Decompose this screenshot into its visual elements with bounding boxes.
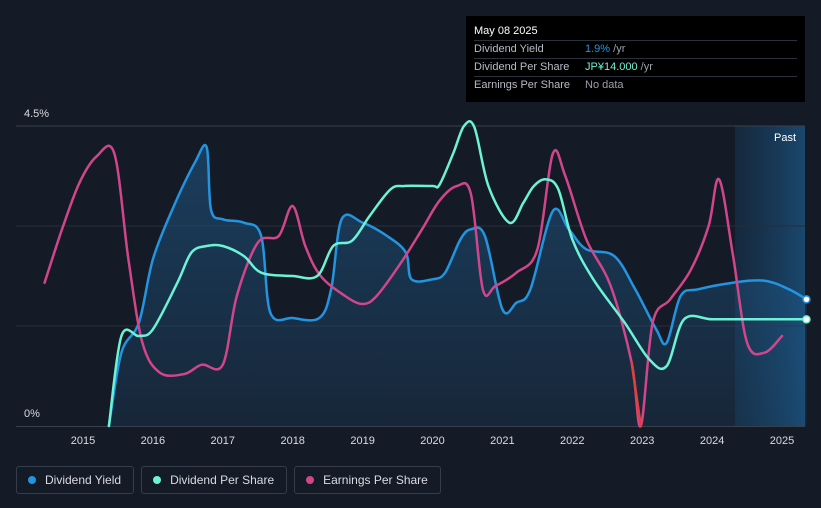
tooltip: May 08 2025 Dividend Yield 1.9% /yr Divi…: [466, 16, 805, 102]
tooltip-value: JP¥14.000: [585, 61, 638, 73]
x-axis: 2015 2016 2017 2018 2019 2020 2021 2022 2023 2024…: [71, 435, 794, 447]
series-layer: [43, 120, 811, 428]
series-line-earnings-per-share: [43, 144, 784, 428]
x-tick-label: 2024: [700, 435, 724, 447]
x-tick-label: 2022: [560, 435, 584, 447]
legend-item-dividend-per-share[interactable]: Dividend Per Share: [141, 466, 288, 494]
past-label: Past: [774, 132, 797, 144]
series-endpoint-dividend-per-share: [802, 315, 811, 324]
series-line-dividend-per-share: [107, 120, 808, 428]
tooltip-unit: /yr: [637, 61, 653, 73]
tooltip-value: 1.9%: [585, 43, 611, 55]
legend-item-dividend-yield[interactable]: Dividend Yield: [16, 466, 135, 494]
legend-dot-icon: [306, 476, 315, 484]
tooltip-row-dividend-per-share: Dividend Per Share JP¥14.000 /yr: [474, 58, 797, 76]
x-tick-label: 2019: [350, 435, 374, 447]
tooltip-row-earnings-per-share: Earnings Per Share No data: [474, 76, 797, 94]
series-endpoint-dividend-yield: [802, 295, 811, 304]
tooltip-value: No data: [585, 79, 624, 91]
tooltip-label: Dividend Per Share: [474, 61, 570, 73]
x-tick-label: 2025: [770, 435, 794, 447]
legend-label: Dividend Per Share: [170, 473, 275, 487]
tooltip-label: Earnings Per Share: [474, 79, 570, 91]
eps-negative-segment: [630, 361, 643, 428]
x-tick-label: 2021: [490, 435, 514, 447]
legend-label: Dividend Yield: [45, 473, 122, 487]
tooltip-label: Dividend Yield: [474, 43, 544, 55]
x-tick-label: 2015: [71, 435, 95, 447]
legend-dot-icon: [153, 476, 162, 484]
tooltip-row-dividend-yield: Dividend Yield 1.9% /yr: [474, 40, 797, 58]
legend-item-earnings-per-share[interactable]: Earnings Per Share: [294, 466, 441, 494]
legend: Dividend Yield Dividend Per Share Earnin…: [16, 466, 441, 494]
tooltip-unit: /yr: [610, 43, 626, 55]
legend-dot-icon: [28, 476, 36, 484]
tooltip-date: May 08 2025: [474, 25, 538, 37]
y-tick-label-top: 4.5%: [24, 108, 50, 120]
series-line-dividend-yield: [107, 143, 808, 428]
x-tick-label: 2016: [141, 435, 165, 447]
x-tick-label: 2018: [280, 435, 304, 447]
legend-label: Earnings Per Share: [323, 473, 428, 487]
x-tick-label: 2020: [420, 435, 444, 447]
y-tick-label-bottom: 0%: [24, 408, 40, 420]
x-tick-label: 2017: [211, 435, 235, 447]
series-area-dividend-yield: [108, 145, 807, 426]
x-tick-label: 2023: [630, 435, 654, 447]
